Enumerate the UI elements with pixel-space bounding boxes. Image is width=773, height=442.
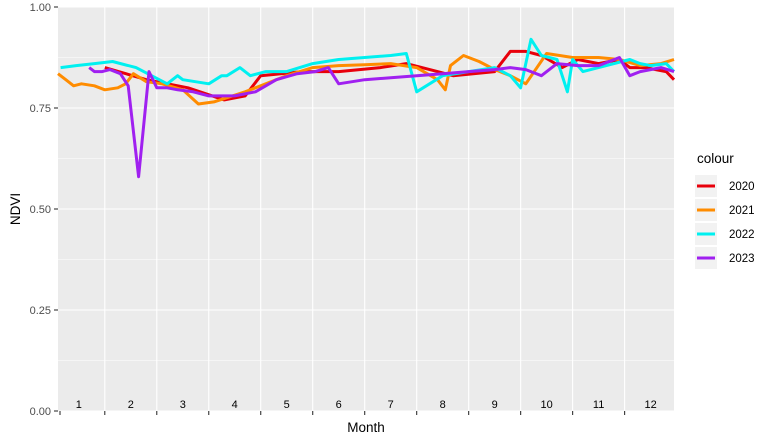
legend-label-2023: 2023 bbox=[729, 253, 755, 265]
y-tick-label: 0.25 bbox=[30, 305, 51, 317]
legend-label-2020: 2020 bbox=[729, 181, 755, 193]
y-tick-label: 0.75 bbox=[30, 103, 51, 115]
series-line-2022 bbox=[60, 37, 676, 94]
y-tick-label: 0.50 bbox=[30, 204, 51, 216]
y-tick-label: 0.00 bbox=[30, 406, 51, 418]
y-axis: 0.00 0.25 0.50 0.75 1.00 bbox=[30, 2, 58, 418]
x-axis-title: Month bbox=[347, 420, 385, 435]
y-axis-title: NDVI bbox=[8, 193, 23, 225]
month-label: 4 bbox=[232, 399, 238, 411]
month-label: 11 bbox=[593, 399, 604, 411]
month-label: 6 bbox=[336, 399, 342, 411]
major-gridlines bbox=[58, 6, 674, 412]
month-label: 1 bbox=[76, 399, 82, 411]
month-label: 7 bbox=[388, 399, 394, 411]
month-label: 9 bbox=[492, 399, 498, 411]
month-label: 12 bbox=[644, 399, 656, 411]
series-line-2021 bbox=[57, 52, 675, 106]
month-label: 5 bbox=[284, 399, 290, 411]
month-label: 8 bbox=[440, 399, 446, 411]
month-label: 3 bbox=[180, 399, 186, 411]
legend-label-2021: 2021 bbox=[729, 205, 755, 217]
legend-label-2022: 2022 bbox=[729, 229, 755, 241]
series-line-2023 bbox=[88, 56, 675, 179]
legend: colour 2020 2021 2022 2023 bbox=[695, 151, 755, 269]
y-tick-label: 1.00 bbox=[30, 2, 51, 14]
x-axis bbox=[59, 411, 626, 415]
legend-title: colour bbox=[697, 151, 734, 166]
month-label: 2 bbox=[128, 399, 134, 411]
month-labels: 1 2 3 4 5 6 7 8 9 10 11 12 bbox=[76, 399, 657, 411]
month-label: 10 bbox=[541, 399, 553, 411]
series-lines bbox=[57, 37, 676, 179]
